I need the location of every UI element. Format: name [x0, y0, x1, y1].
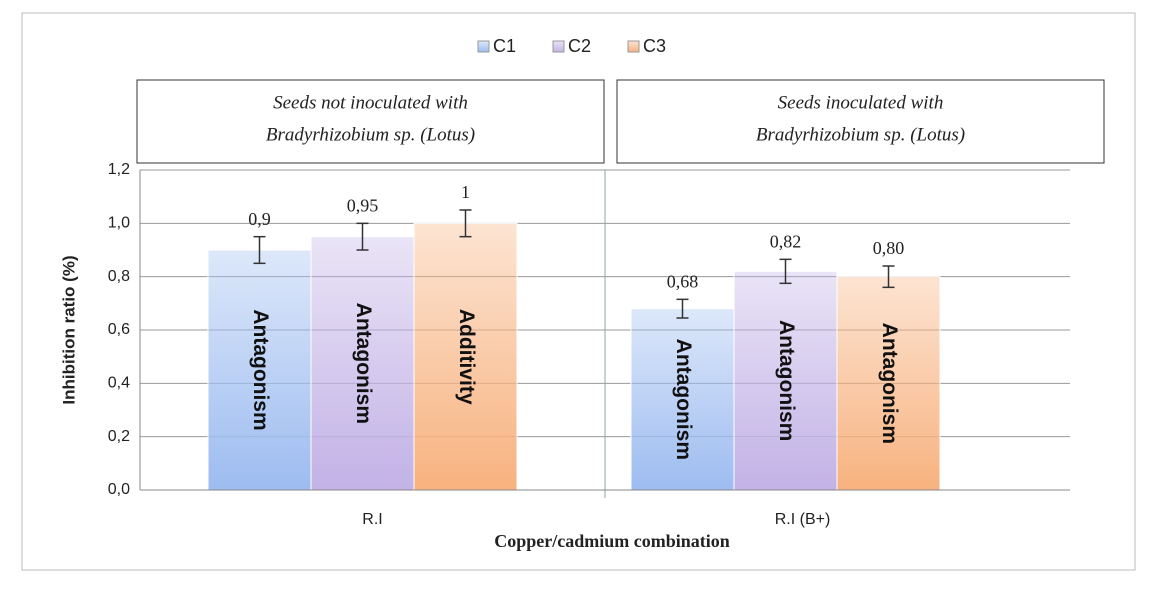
- y-axis-title: Inhibition ratio (%): [59, 255, 78, 404]
- x-tick-label: R.I (B+): [775, 511, 831, 528]
- panel-text: Bradyrhizobium sp. (Lotus): [756, 124, 965, 145]
- panel-text: Seeds inoculated with: [778, 92, 944, 113]
- legend-label: C3: [643, 36, 666, 56]
- panel-text: Bradyrhizobium sp. (Lotus): [266, 124, 475, 145]
- y-tick-label: 0,0: [108, 481, 130, 498]
- bar: [310, 236, 415, 491]
- x-tick-label: R.I: [362, 511, 382, 528]
- value-label: 1: [461, 182, 470, 202]
- bar-annotation: Antagonism: [672, 339, 695, 460]
- value-label: 0,82: [770, 231, 802, 251]
- bar-annotation: Additivity: [455, 309, 478, 405]
- bar-annotation: Antagonism: [352, 303, 375, 424]
- bar: [630, 308, 735, 491]
- y-tick-label: 0,2: [108, 428, 130, 445]
- legend-swatch: [552, 40, 565, 53]
- y-tick-label: 0,6: [108, 321, 130, 338]
- legend-swatch: [627, 40, 640, 53]
- bar-annotation: Antagonism: [775, 320, 798, 441]
- bar: [733, 270, 838, 491]
- y-tick-label: 1,0: [108, 215, 130, 232]
- panel-box: [616, 79, 1105, 164]
- bar-annotation: Antagonism: [878, 323, 901, 444]
- bar: [836, 276, 941, 491]
- panel-box: [136, 79, 605, 164]
- bar: [413, 222, 518, 491]
- value-label: 0,9: [248, 209, 271, 229]
- x-axis-title: Copper/cadmium combination: [494, 531, 730, 551]
- value-label: 0,95: [347, 195, 379, 215]
- panel-text: Seeds not inoculated with: [273, 92, 468, 113]
- legend-swatch: [477, 40, 490, 53]
- legend-label: C1: [493, 36, 516, 56]
- bar-annotation: Antagonism: [249, 309, 272, 430]
- legend-label: C2: [568, 36, 591, 56]
- y-tick-label: 0,4: [108, 375, 130, 392]
- y-tick-label: 1,2: [108, 161, 130, 178]
- y-tick-label: 0,8: [108, 268, 130, 285]
- value-label: 0,68: [667, 271, 699, 291]
- value-label: 0,80: [873, 238, 905, 258]
